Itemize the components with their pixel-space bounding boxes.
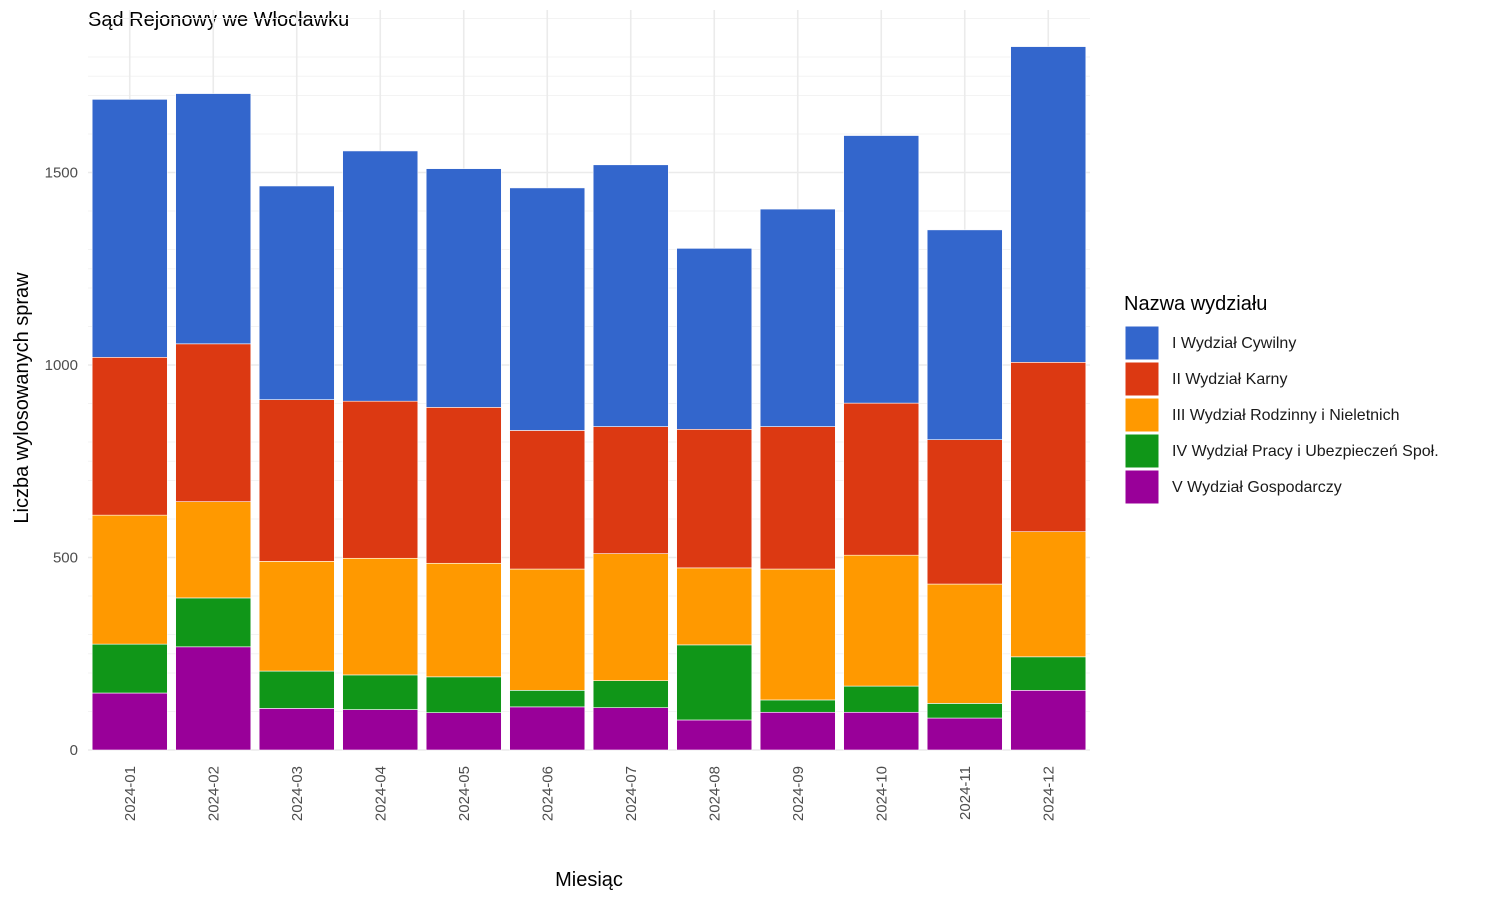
bar-segment-2024-04-s4 (342, 674, 419, 710)
bar-segment-2024-11-s4 (926, 703, 1003, 719)
bar-segment-2024-01-s3 (91, 514, 168, 645)
bar-segment-2024-05-s5 (425, 712, 502, 751)
bar-segment-2024-03-s2 (258, 399, 335, 562)
bar-segment-2024-05-s2 (425, 407, 502, 564)
bar-segment-2024-10-s1 (843, 135, 920, 404)
bar-segment-2024-05-s4 (425, 676, 502, 713)
x-tick-label: 2024-08 (706, 766, 723, 821)
bar-segment-2024-07-s5 (592, 707, 669, 751)
x-tick-label: 2024-02 (205, 766, 222, 821)
bar-segment-2024-05-s1 (425, 168, 502, 408)
x-tick-label: 2024-11 (957, 766, 974, 820)
bar-segment-2024-08-s4 (676, 644, 753, 721)
bar-segment-2024-06-s3 (509, 568, 586, 691)
x-tick-label: 2024-01 (122, 766, 139, 821)
x-tick-label: 2024-09 (790, 766, 807, 821)
bar-segment-2024-07-s2 (592, 426, 669, 554)
x-tick-label: 2024-07 (623, 766, 640, 821)
bar-segment-2024-04-s3 (342, 557, 419, 676)
bar-segment-2024-03-s5 (258, 708, 335, 751)
bar-segment-2024-08-s1 (676, 248, 753, 430)
bar-segment-2024-11-s3 (926, 583, 1003, 704)
x-tick-label: 2024-03 (289, 766, 306, 821)
bar-segment-2024-10-s5 (843, 711, 920, 751)
legend-swatch (1124, 325, 1160, 361)
bar-segment-2024-02-s5 (175, 646, 252, 751)
bar-segment-2024-06-s4 (509, 690, 586, 708)
bar-segment-2024-02-s4 (175, 597, 252, 648)
y-tick-label: 500 (53, 550, 78, 567)
bar-segment-2024-07-s3 (592, 553, 669, 682)
bar-segment-2024-12-s2 (1010, 362, 1087, 533)
y-tick-label: 1000 (45, 357, 78, 374)
bar-segment-2024-12-s4 (1010, 656, 1087, 691)
bar-segment-2024-09-s1 (759, 208, 836, 427)
bar-segment-2024-07-s4 (592, 680, 669, 708)
bar-segment-2024-02-s3 (175, 501, 252, 599)
legend-title: Nazwa wydziału (1124, 293, 1267, 315)
bar-segment-2024-03-s4 (258, 670, 335, 709)
x-tick-label: 2024-10 (873, 766, 890, 821)
bar-segment-2024-01-s4 (91, 643, 168, 694)
x-axis-ticks: 2024-01 2024-02 2024-03 2024-04 2024-05 2024-… (122, 766, 1058, 821)
bar-segment-2024-02-s1 (175, 93, 252, 345)
x-tick-label: 2024-06 (539, 766, 556, 821)
bar-segment-2024-09-s5 (759, 711, 836, 751)
bar-segment-2024-04-s1 (342, 150, 419, 402)
bar-segment-2024-12-s3 (1010, 531, 1087, 658)
bar-segment-2024-03-s1 (258, 185, 335, 400)
bar-segment-2024-10-s2 (843, 402, 920, 556)
bar-segment-2024-06-s2 (509, 430, 586, 570)
bar-segment-2024-09-s3 (759, 568, 836, 701)
bar-segment-2024-01-s1 (91, 99, 168, 358)
bar-segment-2024-06-s5 (509, 706, 586, 751)
legend-swatch (1124, 397, 1160, 433)
bar-segment-2024-12-s5 (1010, 690, 1087, 751)
bar-segment-2024-01-s5 (91, 692, 168, 751)
bar-segment-2024-08-s5 (676, 719, 753, 751)
legend-swatch (1124, 361, 1160, 397)
legend-swatch (1124, 433, 1160, 469)
bar-segment-2024-10-s4 (843, 685, 920, 713)
bar-segment-2024-05-s3 (425, 562, 502, 678)
bar-segment-2024-08-s3 (676, 567, 753, 646)
bar-segment-2024-07-s1 (592, 164, 669, 427)
legend-label: III Wydział Rodzinny i Nieletnich (1172, 407, 1400, 424)
bar-segment-2024-11-s5 (926, 717, 1003, 751)
bar-segment-2024-02-s2 (175, 343, 252, 502)
bar-segment-2024-04-s2 (342, 400, 419, 559)
y-axis-title: Liczba wylosowanych spraw (11, 272, 33, 524)
bars (91, 46, 1087, 751)
bar-segment-2024-09-s4 (759, 699, 836, 713)
y-axis-ticks: 0 500 1000 1500 (45, 165, 78, 760)
legend-label: V Wydział Gospodarczy (1172, 479, 1342, 496)
bar-segment-2024-06-s1 (509, 187, 586, 431)
bar-segment-2024-09-s2 (759, 426, 836, 570)
x-axis-title: Miesiąc (555, 869, 623, 891)
y-tick-label: 1500 (45, 165, 78, 182)
legend: Nazwa wydziału I Wydział Cywilny II Wydzi… (1124, 293, 1439, 505)
legend-swatch (1124, 469, 1160, 505)
bar-segment-2024-04-s5 (342, 709, 419, 751)
bar-segment-2024-08-s2 (676, 428, 753, 569)
x-tick-label: 2024-05 (456, 766, 473, 821)
legend-label: IV Wydział Pracy i Ubezpieczeń Społ. (1172, 443, 1439, 460)
legend-label: I Wydział Cywilny (1172, 335, 1296, 352)
bar-segment-2024-03-s3 (258, 561, 335, 672)
legend-label: II Wydział Karny (1172, 371, 1287, 388)
bar-segment-2024-11-s2 (926, 439, 1003, 585)
bar-segment-2024-10-s3 (843, 554, 920, 687)
y-tick-label: 0 (70, 742, 78, 759)
bar-segment-2024-11-s1 (926, 229, 1003, 440)
bar-segment-2024-12-s1 (1010, 46, 1087, 363)
bar-segment-2024-01-s2 (91, 356, 168, 516)
chart-title: Sąd Rejonowy we Włocławku (88, 9, 349, 31)
x-tick-label: 2024-12 (1040, 766, 1057, 821)
x-tick-label: 2024-04 (372, 766, 389, 821)
